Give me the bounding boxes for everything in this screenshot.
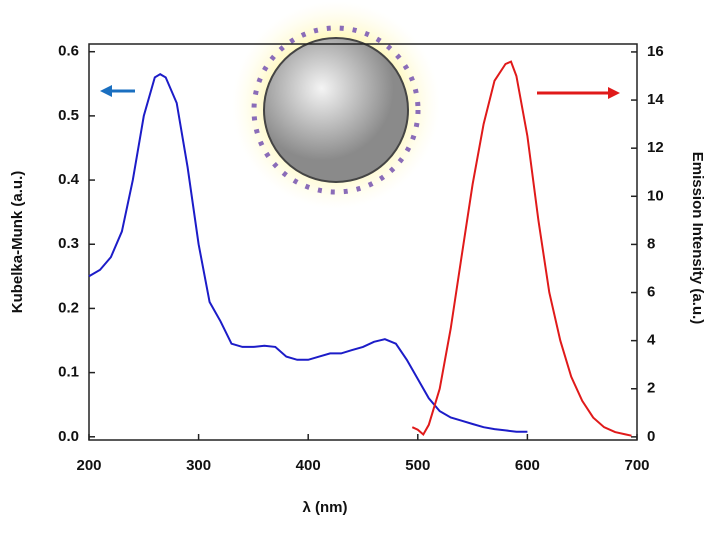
x-tick-label: 300 (186, 457, 211, 474)
x-axis-label: λ (nm) (303, 499, 348, 516)
right-arrow (537, 87, 620, 99)
y-tick-label: 0.5 (58, 107, 79, 124)
y2-tick-label: 16 (647, 43, 664, 60)
y-tick-label: 0.2 (58, 299, 79, 316)
x-tick-label: 500 (405, 457, 430, 474)
y-tick-label: 0.6 (58, 43, 79, 60)
x-tick-label: 200 (76, 457, 101, 474)
plot-frame (88, 43, 638, 441)
y2-tick-label: 14 (647, 91, 664, 108)
x-tick-label: 700 (624, 457, 649, 474)
data-line (88, 73, 528, 433)
x-tick-label: 400 (296, 457, 321, 474)
y2-tick-label: 4 (647, 332, 656, 349)
y-tick-label: 0.4 (58, 171, 80, 188)
x-tick-label: 600 (515, 457, 540, 474)
y-axis-label: Kubelka-Munk (a.u.) (9, 171, 26, 314)
y-tick-label: 0.1 (58, 364, 79, 381)
data-line (411, 60, 632, 437)
y2-tick-label: 6 (647, 283, 655, 300)
y2-axis-label: Emission Intensity (a.u.) (689, 152, 706, 325)
y-tick-label: 0.3 (58, 235, 79, 252)
y2-tick-label: 0 (647, 428, 655, 445)
y2-tick-label: 12 (647, 139, 664, 156)
y2-tick-label: 2 (647, 380, 655, 397)
y2-tick-label: 10 (647, 187, 664, 204)
left-arrow (100, 85, 135, 97)
y2-tick-label: 8 (647, 235, 655, 252)
y-tick-label: 0.0 (58, 428, 79, 445)
nanoparticle-illustration (232, 1, 440, 209)
